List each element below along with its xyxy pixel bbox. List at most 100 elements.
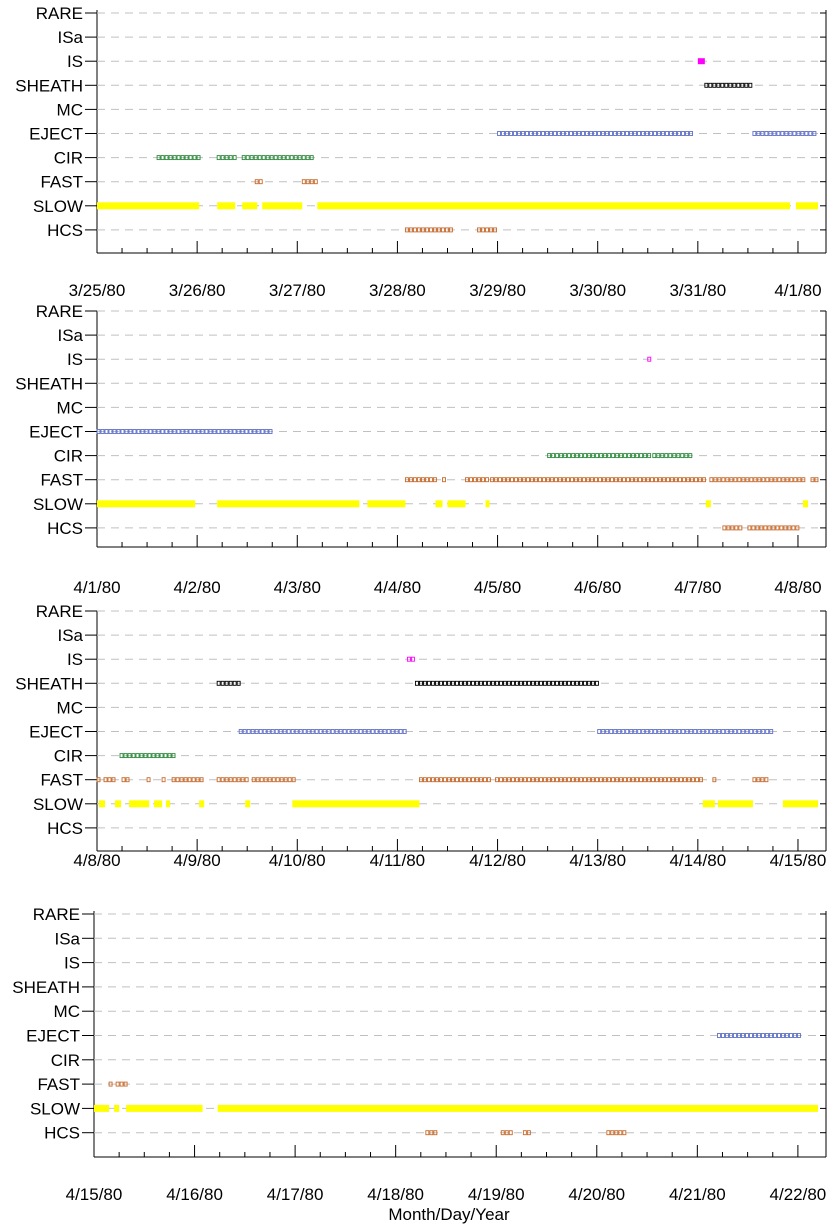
event-marker [769, 477, 774, 483]
event-marker [581, 131, 586, 136]
event-marker [744, 1033, 749, 1038]
event-marker [195, 777, 200, 783]
event-marker [795, 525, 800, 531]
event-marker [108, 429, 113, 434]
event-marker [514, 680, 519, 686]
x-tick-label: 4/18/80 [367, 1185, 424, 1204]
event-marker [772, 1033, 777, 1038]
event-marker [701, 729, 706, 734]
x-tick-label: 4/15/80 [66, 1185, 123, 1204]
event-marker [567, 453, 572, 459]
event-bar-fast [490, 477, 706, 483]
event-marker [709, 477, 714, 483]
event-marker [382, 729, 387, 734]
event-bar-slow [795, 202, 818, 210]
event-marker [136, 429, 141, 434]
event-bar-fast [216, 777, 249, 783]
event-marker [618, 477, 622, 483]
event-bar-slow [126, 1104, 203, 1112]
event-marker [498, 477, 502, 483]
event-marker [607, 777, 612, 783]
event-marker [334, 729, 339, 734]
event-marker [386, 729, 391, 734]
event-marker [199, 777, 204, 783]
event-marker [639, 777, 644, 783]
event-marker [669, 131, 674, 136]
event-marker [773, 477, 778, 483]
event-bar-fast [121, 777, 130, 783]
event-marker [191, 777, 196, 783]
event-marker [517, 131, 522, 136]
event-marker [573, 131, 578, 136]
event-marker [127, 753, 132, 759]
event-bar-slow [245, 800, 251, 808]
event-marker [789, 477, 794, 483]
event-marker [775, 525, 780, 531]
event-marker [266, 729, 271, 734]
event-bar-fast [404, 477, 437, 483]
event-marker [253, 155, 258, 161]
event-bar-cir [652, 453, 693, 459]
event-marker [691, 777, 696, 783]
y-label-rare: RARE [36, 302, 83, 321]
event-marker [171, 777, 176, 783]
y-label-hcs: HCS [47, 819, 83, 838]
event-marker [115, 1081, 120, 1087]
event-marker [601, 729, 606, 734]
event-marker [236, 777, 241, 783]
event-marker [180, 429, 185, 434]
event-marker [698, 477, 702, 483]
event-marker [172, 155, 177, 161]
event-marker [232, 429, 237, 434]
event-marker [442, 777, 447, 783]
event-marker [629, 131, 634, 136]
x-tick-label: 3/25/80 [69, 281, 126, 300]
event-marker [610, 477, 614, 483]
event-marker [717, 477, 722, 483]
event-marker [579, 453, 584, 459]
event-marker [571, 777, 576, 783]
event-marker [526, 680, 531, 686]
event-marker [751, 525, 756, 531]
event-marker [646, 477, 650, 483]
y-label-cir: CIR [54, 447, 83, 466]
event-marker [713, 477, 718, 483]
event-marker [685, 729, 690, 734]
event-marker [107, 777, 112, 783]
event-bar-eject [597, 729, 774, 734]
event-marker [547, 453, 552, 459]
x-tick-label: 3/27/80 [269, 281, 326, 300]
event-marker [167, 753, 172, 759]
y-label-is: IS [67, 350, 83, 369]
event-marker [617, 729, 622, 734]
event-marker [354, 729, 359, 734]
event-marker [732, 1033, 737, 1038]
event-marker [450, 777, 455, 783]
event-marker [220, 777, 225, 783]
event-marker [578, 680, 583, 686]
x-tick-label: 4/5/80 [474, 578, 521, 597]
y-label-isa: ISa [57, 28, 83, 47]
event-marker [756, 1033, 761, 1038]
event-marker [192, 155, 197, 161]
event-marker [558, 680, 563, 686]
event-marker [602, 477, 606, 483]
event-marker [168, 155, 173, 161]
event-marker [633, 729, 638, 734]
event-marker [765, 729, 770, 734]
event-marker [761, 729, 766, 734]
x-tick-label: 4/6/80 [574, 578, 621, 597]
event-marker [362, 729, 367, 734]
event-marker [440, 227, 445, 233]
event-marker [693, 729, 698, 734]
x-tick-label: 4/1/80 [73, 578, 120, 597]
event-marker [587, 777, 592, 783]
event-marker [788, 1033, 793, 1038]
event-marker [709, 729, 714, 734]
event-marker [760, 131, 765, 136]
event-marker [661, 131, 666, 136]
event-marker [350, 729, 355, 734]
event-marker [426, 680, 431, 686]
event-marker [96, 777, 101, 783]
event-bar-fast [810, 477, 819, 483]
